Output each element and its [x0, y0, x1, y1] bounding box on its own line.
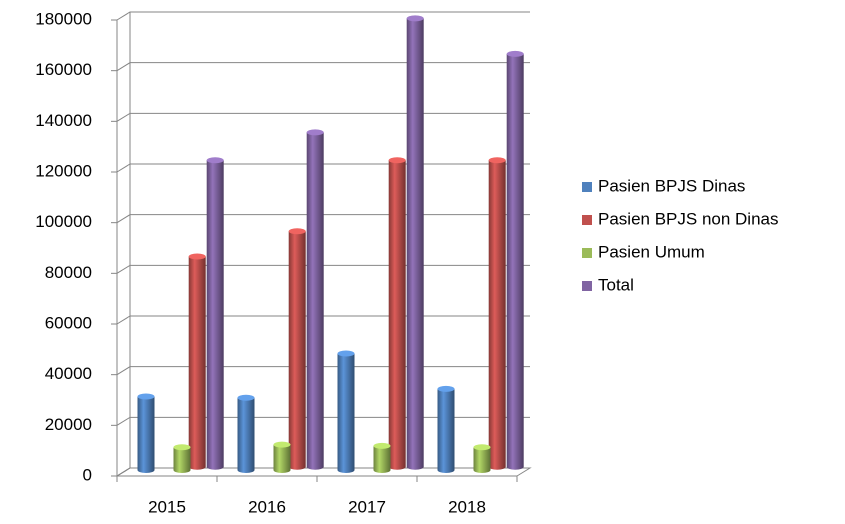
legend-label: Pasien BPJS non Dinas — [598, 209, 779, 228]
bar — [437, 385, 455, 473]
bar-top — [288, 228, 306, 235]
legend-label: Pasien Umum — [598, 242, 705, 261]
legend-label: Total — [598, 275, 634, 294]
bar-body — [237, 397, 255, 473]
bar — [337, 350, 355, 473]
grid-line — [116, 11, 530, 21]
y-tick-label: 100000 — [35, 212, 92, 231]
bar — [206, 157, 224, 470]
bar-top — [473, 444, 491, 451]
bar-body — [406, 18, 424, 470]
bar-top — [206, 157, 224, 164]
bar — [137, 393, 155, 473]
legend-swatch — [582, 215, 592, 225]
bar — [388, 157, 406, 470]
grid-line — [116, 112, 530, 122]
bar-top — [237, 394, 255, 401]
bar-body — [337, 353, 355, 473]
bar-top — [337, 350, 355, 357]
bar-body — [306, 132, 324, 470]
bar-top — [373, 442, 391, 449]
bar — [288, 228, 306, 470]
bar — [306, 129, 324, 470]
y-tick-label: 20000 — [45, 415, 92, 434]
bar-top — [437, 385, 455, 392]
bar-top — [306, 129, 324, 136]
y-tick-label: 60000 — [45, 313, 92, 332]
bar-top — [188, 253, 206, 260]
bar — [488, 157, 506, 470]
x-tick-label: 2016 — [248, 497, 286, 516]
bar — [506, 50, 524, 470]
bar — [237, 394, 255, 473]
y-tick-label: 120000 — [35, 161, 92, 180]
y-tick-label: 40000 — [45, 364, 92, 383]
bar-body — [273, 444, 291, 473]
bar — [273, 441, 291, 473]
bar — [173, 444, 191, 473]
bar-body — [437, 388, 455, 473]
bar — [473, 444, 491, 473]
y-tick-label: 180000 — [35, 9, 92, 28]
bar-top — [406, 15, 424, 22]
legend-swatch — [582, 281, 592, 291]
bar-body — [206, 160, 224, 470]
bar-body — [473, 447, 491, 473]
x-tick-label: 2018 — [448, 497, 486, 516]
bar — [373, 442, 391, 473]
x-tick-label: 2015 — [148, 497, 186, 516]
bar-body — [288, 231, 306, 470]
y-tick-label: 160000 — [35, 60, 92, 79]
y-tick-label: 80000 — [45, 263, 92, 282]
legend-swatch — [582, 182, 592, 192]
bar-top — [173, 444, 191, 451]
back-wall-axis — [116, 12, 131, 477]
y-tick-label: 0 — [83, 465, 92, 484]
bar-top — [388, 157, 406, 164]
bar-body — [137, 396, 155, 473]
bar-body — [488, 160, 506, 470]
legend-swatch — [582, 248, 592, 258]
bar-top — [488, 157, 506, 164]
bar — [406, 15, 424, 470]
bar-top — [506, 50, 524, 57]
bar-body — [173, 447, 191, 473]
bar-top — [137, 393, 155, 400]
legend-label: Pasien BPJS Dinas — [598, 176, 745, 195]
bar-body — [388, 160, 406, 470]
bar-body — [188, 256, 206, 470]
bar-body — [373, 445, 391, 473]
y-tick-label: 140000 — [35, 111, 92, 130]
bar — [188, 253, 206, 470]
grid-line — [116, 62, 530, 72]
bar-body — [506, 53, 524, 470]
bar-top — [273, 441, 291, 448]
x-tick-label: 2017 — [348, 497, 386, 516]
